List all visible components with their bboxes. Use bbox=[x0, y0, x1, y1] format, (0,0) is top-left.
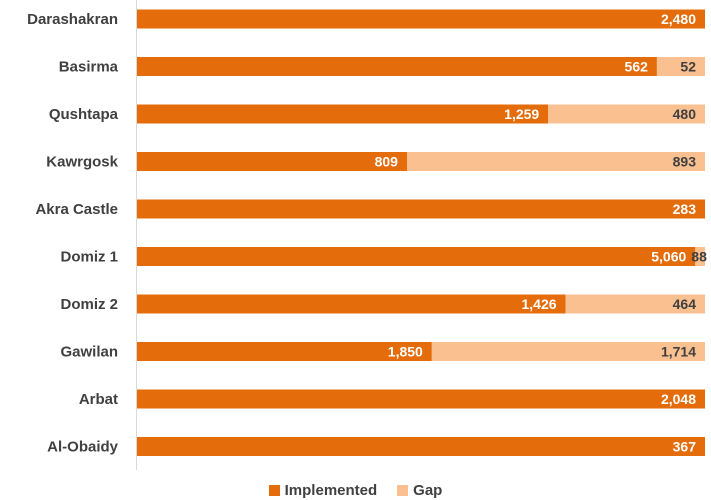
value-label-implemented-qushtapa: 1,259 bbox=[504, 106, 539, 122]
value-label-implemented-arbat: 2,048 bbox=[661, 391, 696, 407]
value-label-gap-kawrgosk: 893 bbox=[673, 154, 697, 170]
category-label-kawrgosk: Kawrgosk bbox=[46, 154, 118, 171]
value-label-implemented-akra-castle: 283 bbox=[673, 201, 697, 217]
value-label-implemented-kawrgosk: 809 bbox=[375, 154, 399, 170]
bar-implemented-basirma bbox=[137, 57, 657, 76]
bar-implemented-domiz-1 bbox=[137, 247, 696, 266]
bar-gap-domiz-2 bbox=[565, 294, 705, 314]
category-label-akra-castle: Akra Castle bbox=[35, 201, 118, 218]
bar-implemented-arbat bbox=[137, 389, 705, 409]
bar-gap-basirma bbox=[656, 57, 705, 76]
bar-gap-kawrgosk bbox=[406, 152, 705, 171]
bar-implemented-darashakran bbox=[137, 9, 705, 29]
category-label-al-obaidy: Al-Obaidy bbox=[47, 439, 118, 456]
legend-item-implemented: Implemented bbox=[268, 482, 378, 499]
bar-implemented-qushtapa bbox=[137, 104, 549, 124]
value-label-gap-qushtapa: 480 bbox=[673, 106, 697, 122]
legend-label-implemented: Implemented bbox=[284, 482, 378, 499]
category-label-darashakran: Darashakran bbox=[27, 11, 118, 28]
legend-item-gap: Gap bbox=[397, 482, 442, 499]
category-label-basirma: Basirma bbox=[59, 59, 119, 76]
bar-implemented-kawrgosk bbox=[137, 152, 407, 171]
category-label-domiz-2: Domiz 2 bbox=[60, 296, 118, 313]
value-label-implemented-darashakran: 2,480 bbox=[661, 11, 696, 27]
legend-swatch-gap bbox=[397, 485, 409, 496]
category-label-domiz-1: Domiz 1 bbox=[60, 249, 118, 266]
value-label-implemented-basirma: 562 bbox=[625, 59, 649, 75]
chart-legend: Implemented Gap bbox=[0, 481, 711, 500]
value-label-gap-basirma: 52 bbox=[680, 59, 696, 75]
stacked-bar-chart: Darashakran 2,480 Basirma 562 52 Qushtapa 1,25… bbox=[27, 0, 707, 470]
value-label-implemented-al-obaidy: 367 bbox=[673, 439, 697, 455]
bar-gap-domiz-1 bbox=[695, 247, 705, 266]
value-label-gap-gawilan: 1,714 bbox=[661, 344, 696, 360]
value-label-implemented-domiz-1: 5,060 bbox=[651, 249, 686, 265]
value-label-gap-domiz-1: 88 bbox=[691, 249, 707, 265]
bar-implemented-gawilan bbox=[137, 342, 432, 361]
value-label-implemented-gawilan: 1,850 bbox=[388, 344, 423, 360]
legend-label-gap: Gap bbox=[413, 482, 443, 499]
value-label-implemented-domiz-2: 1,426 bbox=[522, 296, 557, 312]
legend-swatch-implemented bbox=[268, 485, 280, 496]
bar-gap-qushtapa bbox=[548, 104, 705, 124]
bar-implemented-domiz-2 bbox=[137, 294, 566, 314]
category-label-gawilan: Gawilan bbox=[60, 344, 118, 361]
bar-implemented-al-obaidy bbox=[137, 437, 705, 456]
category-label-qushtapa: Qushtapa bbox=[49, 106, 119, 123]
bar-gap-gawilan bbox=[431, 342, 705, 361]
value-label-gap-domiz-2: 464 bbox=[673, 296, 697, 312]
bar-implemented-akra-castle bbox=[137, 199, 705, 219]
category-label-arbat: Arbat bbox=[79, 391, 118, 408]
